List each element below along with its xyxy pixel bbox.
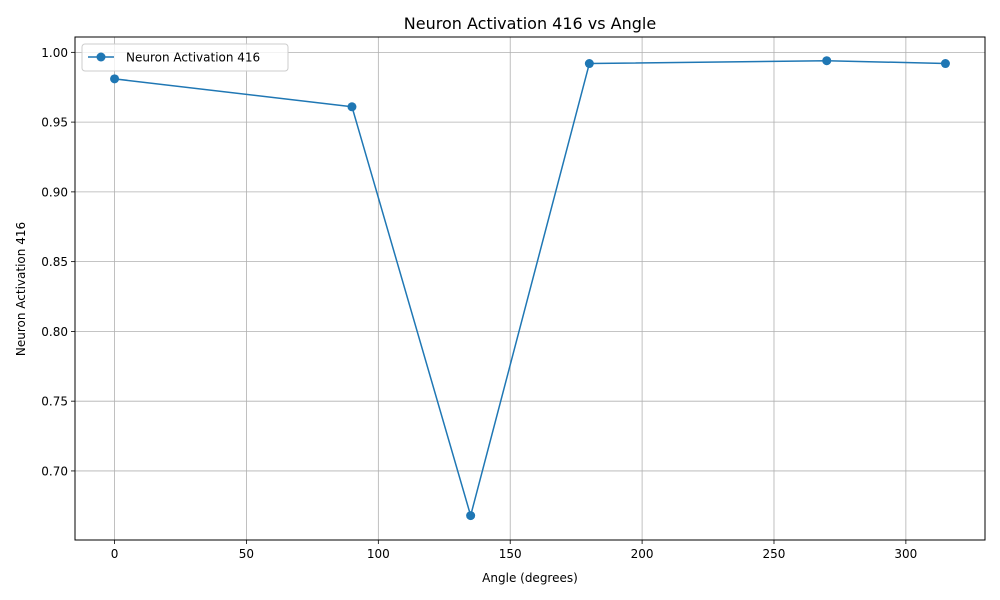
x-axis-ticks: 0 50 100 150 200 250 300 bbox=[111, 540, 917, 561]
legend: Neuron Activation 416 bbox=[81, 43, 289, 72]
y-tick-label: 0.90 bbox=[41, 185, 68, 199]
x-tick-label: 150 bbox=[499, 547, 522, 561]
y-axis-ticks: 0.70 0.75 0.80 0.85 0.90 0.95 1.00 bbox=[41, 46, 75, 478]
x-tick-label: 0 bbox=[111, 547, 119, 561]
y-tick-label: 0.85 bbox=[41, 255, 68, 269]
y-tick-label: 0.80 bbox=[41, 325, 68, 339]
legend-marker-swatch bbox=[96, 52, 106, 62]
series-line bbox=[114, 59, 946, 517]
data-point bbox=[822, 56, 832, 66]
data-point bbox=[347, 102, 357, 112]
y-tick-label: 0.70 bbox=[41, 464, 68, 478]
x-tick-label: 300 bbox=[894, 547, 917, 561]
legend-label: Neuron Activation 416 bbox=[126, 51, 260, 65]
y-tick-label: 1.00 bbox=[41, 46, 68, 60]
data-point bbox=[466, 511, 476, 521]
x-tick-label: 200 bbox=[631, 547, 654, 561]
data-point bbox=[940, 59, 950, 69]
x-axis-label: Angle (degrees) bbox=[482, 571, 578, 585]
series-layer bbox=[110, 56, 950, 521]
y-axis-label: Neuron Activation 416 bbox=[14, 222, 28, 356]
plot-frame bbox=[74, 36, 986, 541]
x-tick-label: 50 bbox=[239, 547, 254, 561]
y-tick-label: 0.75 bbox=[41, 395, 68, 409]
y-tick-label: 0.95 bbox=[41, 116, 68, 130]
data-point bbox=[584, 59, 594, 69]
x-tick-label: 250 bbox=[763, 547, 786, 561]
legend-box bbox=[81, 43, 289, 72]
x-tick-label: 100 bbox=[367, 547, 390, 561]
grid bbox=[75, 37, 985, 540]
data-point bbox=[110, 74, 120, 84]
chart-title: Neuron Activation 416 vs Angle bbox=[404, 14, 656, 33]
